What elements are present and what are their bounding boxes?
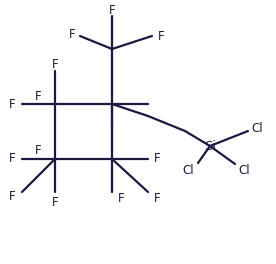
Text: F: F <box>9 97 15 111</box>
Text: F: F <box>158 30 164 43</box>
Text: F: F <box>52 196 58 209</box>
Text: F: F <box>52 58 58 70</box>
Text: F: F <box>9 190 15 202</box>
Text: F: F <box>35 144 41 158</box>
Text: Cl: Cl <box>238 164 250 177</box>
Text: Cl: Cl <box>182 163 194 177</box>
Text: F: F <box>9 153 15 166</box>
Text: Si: Si <box>204 139 216 153</box>
Text: F: F <box>69 27 75 40</box>
Text: F: F <box>35 89 41 102</box>
Text: F: F <box>109 3 115 16</box>
Text: F: F <box>154 192 160 205</box>
Text: Cl: Cl <box>251 121 263 134</box>
Text: F: F <box>154 153 160 166</box>
Text: F: F <box>118 192 124 205</box>
